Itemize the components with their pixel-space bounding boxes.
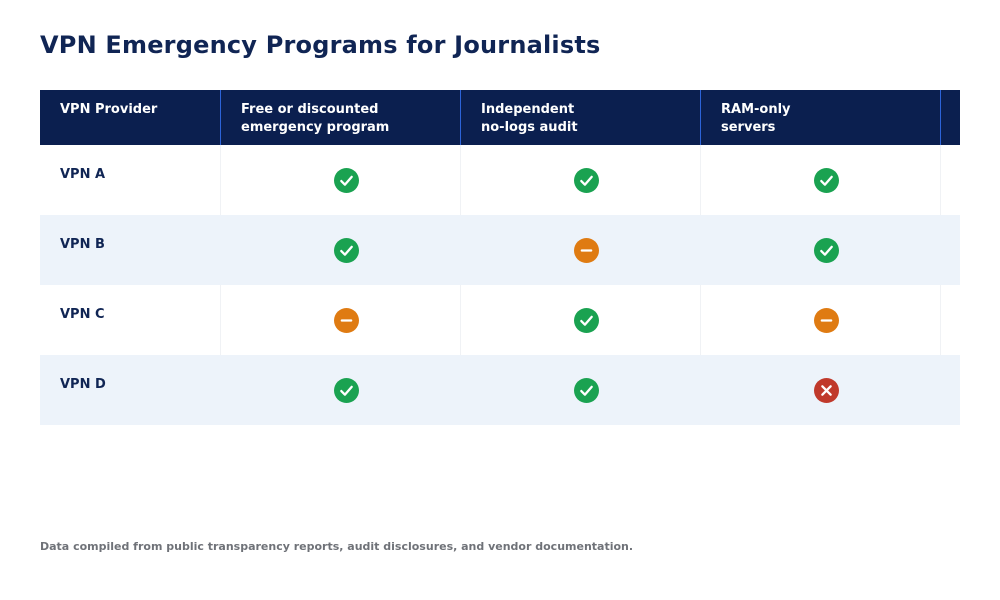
table-row: VPN D <box>40 355 960 425</box>
provider-name: VPN B <box>60 237 105 252</box>
column-header-spacer <box>940 90 960 145</box>
footnote: Data compiled from public transparency r… <box>40 540 634 553</box>
column-header-no-logs-audit: Independent no-logs audit <box>460 90 700 145</box>
comparison-table: VPN Provider Free or discounted emergenc… <box>40 90 960 425</box>
provider-name: VPN A <box>60 167 106 182</box>
yes-status-icon <box>333 238 359 263</box>
partial-status-icon <box>813 308 839 333</box>
yes-status-icon <box>813 168 839 193</box>
table-row: VPN B <box>40 215 960 285</box>
row-spacer <box>940 145 960 215</box>
column-header-ram-only-servers: RAM-only servers <box>700 90 940 145</box>
yes-status-icon <box>573 378 599 403</box>
column-header-emergency-program: Free or discounted emergency program <box>220 90 460 145</box>
table-row: VPN C <box>40 285 960 355</box>
no-status-icon <box>813 378 839 403</box>
partial-status-icon <box>333 308 359 333</box>
yes-status-icon <box>333 168 359 193</box>
row-spacer <box>940 355 960 425</box>
page-title: VPN Emergency Programs for Journalists <box>40 31 601 59</box>
row-spacer <box>940 285 960 355</box>
yes-status-icon <box>333 378 359 403</box>
row-spacer <box>940 215 960 285</box>
table-row: VPN A <box>40 145 960 215</box>
table-header-row: VPN Provider Free or discounted emergenc… <box>40 90 960 145</box>
provider-name: VPN C <box>60 307 105 322</box>
yes-status-icon <box>813 238 839 263</box>
column-header-provider: VPN Provider <box>60 102 158 117</box>
provider-name: VPN D <box>60 377 106 392</box>
yes-status-icon <box>573 168 599 193</box>
partial-status-icon <box>573 238 599 263</box>
yes-status-icon <box>573 308 599 333</box>
